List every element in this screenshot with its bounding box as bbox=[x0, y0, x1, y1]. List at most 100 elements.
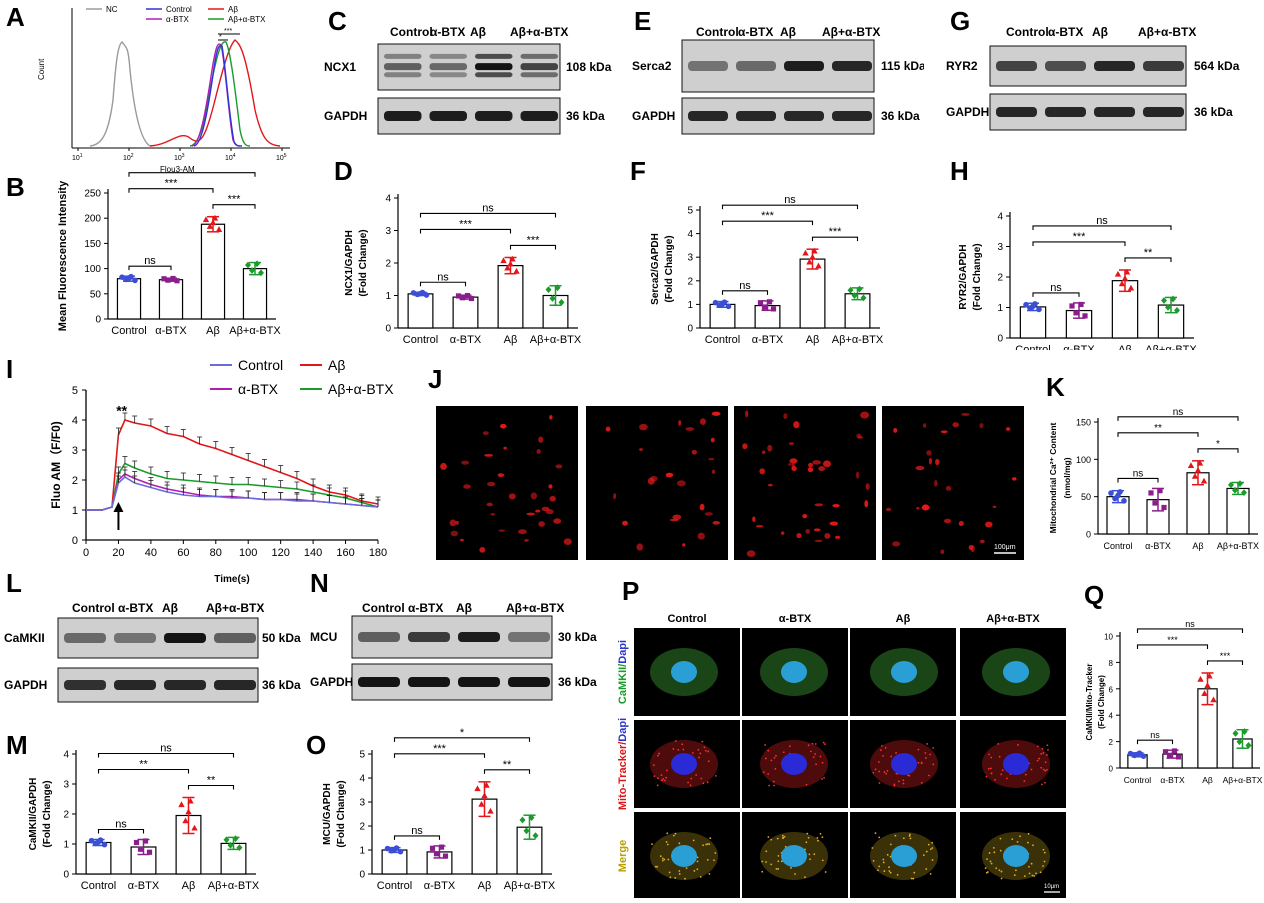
cell-spot bbox=[893, 428, 898, 433]
category-label: Aβ bbox=[182, 880, 196, 892]
cell-spot bbox=[807, 467, 814, 473]
puncta bbox=[907, 774, 910, 777]
blot-band bbox=[358, 632, 400, 642]
puncta bbox=[1042, 848, 1045, 851]
data-point bbox=[1030, 303, 1036, 309]
category-label: Control bbox=[111, 325, 146, 337]
puncta bbox=[988, 852, 991, 854]
y-axis-label: MCU/GAPDH bbox=[322, 783, 333, 845]
data-point bbox=[1114, 270, 1122, 277]
data-point bbox=[1121, 498, 1127, 504]
column-label: Aβ bbox=[896, 613, 911, 625]
cell-spot bbox=[865, 483, 870, 491]
puncta bbox=[925, 868, 928, 870]
lane-label: α-BTX bbox=[738, 25, 773, 39]
blot-band bbox=[384, 111, 422, 121]
puncta bbox=[932, 746, 935, 749]
blot-band bbox=[508, 677, 550, 687]
puncta bbox=[990, 862, 993, 865]
cell-spot bbox=[549, 415, 553, 420]
bar bbox=[407, 293, 434, 329]
blot-band bbox=[1045, 107, 1086, 117]
legend-label: α-BTX bbox=[166, 15, 190, 24]
cell-spot bbox=[487, 481, 496, 487]
puncta bbox=[1045, 768, 1048, 771]
cell-spot bbox=[530, 492, 538, 500]
cell-spot bbox=[813, 528, 821, 532]
sig-bracket bbox=[1032, 225, 1172, 230]
puncta bbox=[908, 835, 911, 837]
panel-label: L bbox=[6, 568, 22, 598]
y-tick-label: 3 bbox=[687, 253, 693, 264]
nucleus bbox=[1003, 845, 1029, 867]
sig-a-2: *** bbox=[224, 28, 232, 35]
puncta bbox=[764, 757, 767, 760]
puncta bbox=[810, 750, 812, 753]
data-point bbox=[227, 841, 234, 849]
blot-band bbox=[214, 633, 256, 643]
data-point bbox=[1115, 492, 1121, 499]
category-label: α-BTX bbox=[450, 334, 482, 346]
puncta bbox=[1036, 759, 1039, 762]
column-label: α-BTX bbox=[779, 613, 812, 625]
blot-band bbox=[64, 680, 106, 690]
puncta bbox=[701, 740, 704, 743]
data-point bbox=[1078, 301, 1084, 308]
y-axis-label-2: (Fold Change) bbox=[664, 235, 675, 302]
column-label: Aβ+α-BTX bbox=[986, 613, 1040, 625]
puncta bbox=[888, 870, 891, 872]
cell-spot bbox=[824, 532, 831, 539]
sig-bracket bbox=[1117, 416, 1239, 421]
puncta bbox=[780, 860, 783, 863]
y-tick-label: 0 bbox=[385, 324, 391, 335]
data-point bbox=[507, 260, 514, 267]
y-tick-label: 150 bbox=[84, 239, 101, 250]
nucleus bbox=[781, 661, 807, 683]
y-tick-label: 5 bbox=[687, 206, 693, 217]
legend-label: Control bbox=[166, 5, 192, 14]
cell-spot bbox=[526, 512, 536, 516]
puncta bbox=[809, 858, 811, 861]
blot-band bbox=[784, 61, 824, 71]
data-point bbox=[481, 792, 488, 799]
cell-spot bbox=[970, 545, 975, 553]
puncta bbox=[821, 859, 824, 862]
y-tick-label: 3 bbox=[385, 226, 391, 237]
blot-band bbox=[475, 53, 513, 59]
blot-band bbox=[475, 72, 513, 78]
y-tick-label: 4 bbox=[72, 415, 78, 427]
sig-bracket bbox=[419, 228, 512, 234]
y-tick-label: 4 bbox=[385, 194, 391, 205]
sig-bracket bbox=[393, 737, 531, 742]
x-tick-exp: 3 bbox=[182, 153, 185, 159]
puncta bbox=[878, 782, 881, 784]
sig-bracket bbox=[1117, 432, 1199, 437]
y-tick-label: 100 bbox=[1076, 455, 1091, 465]
puncta bbox=[652, 764, 655, 766]
data-point bbox=[101, 841, 108, 848]
protein-label: CaMKII bbox=[4, 631, 45, 645]
puncta bbox=[997, 743, 1000, 745]
y-axis-label: Fluo AM（F/F0) bbox=[48, 421, 63, 509]
puncta bbox=[657, 754, 659, 757]
puncta bbox=[811, 742, 814, 745]
puncta bbox=[821, 778, 823, 780]
category-label: Aβ+α-BTX bbox=[530, 334, 582, 346]
micrograph-tile bbox=[436, 406, 578, 560]
sig-label: ns bbox=[784, 194, 796, 206]
y-tick-label: 6 bbox=[1109, 685, 1114, 694]
y-tick-label: 200 bbox=[84, 214, 101, 225]
category-label: Aβ+α-BTX bbox=[1145, 344, 1197, 350]
category-label: Aβ bbox=[806, 334, 820, 346]
blot-band bbox=[408, 632, 450, 642]
category-label: α-BTX bbox=[155, 325, 187, 337]
puncta bbox=[762, 771, 765, 774]
puncta bbox=[1030, 862, 1033, 865]
y-tick-label: 2 bbox=[1109, 738, 1114, 747]
puncta bbox=[660, 774, 663, 777]
cell-spot bbox=[497, 473, 505, 477]
puncta bbox=[987, 767, 990, 770]
data-point bbox=[223, 836, 230, 844]
panel-e: E Control α-BTX Aβ Aβ+α-BTX Serca2 115 kDa GAP… bbox=[624, 0, 926, 150]
data-point bbox=[487, 807, 494, 814]
